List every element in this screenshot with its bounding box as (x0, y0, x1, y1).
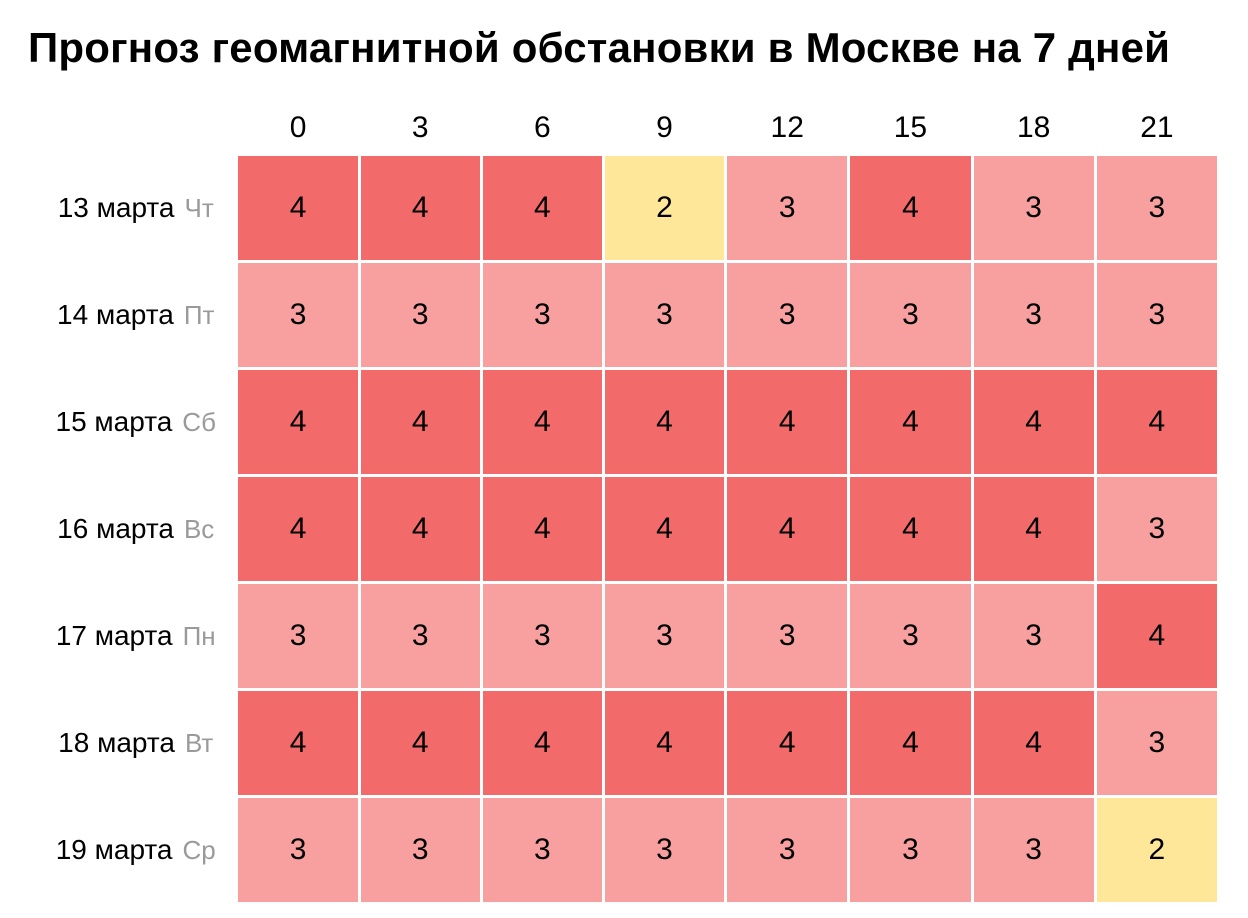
heatmap-cell: 3 (605, 263, 724, 367)
row-label: 13 марта Чт (31, 156, 235, 260)
row-day-of-week: Пн (183, 621, 216, 651)
heatmap-cell: 4 (605, 370, 724, 474)
heatmap-cell: 4 (1097, 370, 1217, 474)
row-date: 13 марта (58, 192, 175, 223)
heatmap-row: 18 мартаВт44444443 (31, 691, 1217, 795)
heatmap-cell: 4 (361, 156, 480, 260)
heatmap-cell: 3 (974, 156, 1094, 260)
hour-head: 6 (483, 103, 602, 153)
heatmap-cell: 3 (1097, 477, 1217, 581)
heatmap-cell: 4 (605, 691, 724, 795)
hour-head: 18 (974, 103, 1094, 153)
heatmap-cell: 4 (361, 370, 480, 474)
heatmap-cell: 4 (361, 691, 480, 795)
row-label: 17 марта Пн (31, 584, 235, 688)
heatmap-cell: 4 (727, 477, 847, 581)
row-label: 18 марта Вт (31, 691, 235, 795)
heatmap-cell: 3 (238, 263, 357, 367)
heatmap-cell: 3 (850, 263, 970, 367)
heatmap-cell: 3 (727, 798, 847, 902)
heatmap-cell: 3 (605, 584, 724, 688)
hour-head: 0 (238, 103, 357, 153)
heatmap-cell: 3 (974, 584, 1094, 688)
hours-header-row: 0 3 6 9 12 15 18 21 (31, 103, 1217, 153)
heatmap-cell: 4 (850, 156, 970, 260)
heatmap-cell: 2 (605, 156, 724, 260)
heatmap-cell: 3 (361, 263, 480, 367)
heatmap-cell: 3 (605, 798, 724, 902)
row-label: 15 марта Сб (31, 370, 235, 474)
heatmap-cell: 4 (483, 370, 602, 474)
hour-head: 15 (850, 103, 970, 153)
heatmap-cell: 3 (850, 798, 970, 902)
heatmap-cell: 4 (974, 691, 1094, 795)
heatmap-cell: 4 (238, 691, 357, 795)
heatmap-row: 14 мартаПт33333333 (31, 263, 1217, 367)
heatmap-cell: 4 (605, 477, 724, 581)
row-date: 16 марта (57, 513, 174, 544)
heatmap-cell: 4 (483, 477, 602, 581)
heatmap-cell: 4 (483, 691, 602, 795)
row-date: 19 марта (56, 834, 173, 865)
row-day-of-week: Чт (185, 193, 214, 223)
heatmap-cell: 3 (483, 263, 602, 367)
row-date: 18 марта (58, 727, 175, 758)
heatmap-cell: 4 (727, 370, 847, 474)
row-label: 16 марта Вс (31, 477, 235, 581)
heatmap-row: 13 мартаЧт44423433 (31, 156, 1217, 260)
heatmap-cell: 4 (850, 370, 970, 474)
heatmap-cell: 3 (1097, 263, 1217, 367)
hour-head: 21 (1097, 103, 1217, 153)
hour-head: 9 (605, 103, 724, 153)
row-day-of-week: Вт (185, 728, 213, 758)
heatmap-cell: 3 (974, 263, 1094, 367)
heatmap-cell: 3 (238, 798, 357, 902)
heatmap-cell: 2 (1097, 798, 1217, 902)
row-day-of-week: Вс (184, 514, 214, 544)
heatmap-cell: 3 (727, 263, 847, 367)
geomagnetic-heatmap: 0 3 6 9 12 15 18 21 13 мартаЧт4442343314… (28, 100, 1220, 905)
heatmap-cell: 4 (1097, 584, 1217, 688)
heatmap-cell: 3 (727, 584, 847, 688)
heatmap-cell: 4 (238, 477, 357, 581)
heatmap-cell: 3 (1097, 691, 1217, 795)
heatmap-row: 19 мартаСр33333332 (31, 798, 1217, 902)
row-day-of-week: Сб (182, 407, 216, 437)
heatmap-cell: 3 (483, 798, 602, 902)
heatmap-cell: 4 (974, 370, 1094, 474)
heatmap-cell: 3 (238, 584, 357, 688)
row-date: 14 марта (57, 299, 174, 330)
heatmap-cell: 4 (238, 156, 357, 260)
heatmap-body: 13 мартаЧт4442343314 мартаПт3333333315 м… (31, 156, 1217, 902)
row-date: 17 марта (56, 620, 173, 651)
heatmap-cell: 4 (483, 156, 602, 260)
heatmap-cell: 4 (361, 477, 480, 581)
row-day-of-week: Пт (184, 300, 215, 330)
heatmap-row: 15 мартаСб44444444 (31, 370, 1217, 474)
row-label: 14 марта Пт (31, 263, 235, 367)
row-label: 19 марта Ср (31, 798, 235, 902)
heatmap-row: 17 мартаПн33333334 (31, 584, 1217, 688)
page-title: Прогноз геомагнитной обстановки в Москве… (28, 24, 1220, 72)
hour-head: 12 (727, 103, 847, 153)
heatmap-cell: 3 (361, 584, 480, 688)
heatmap-cell: 3 (1097, 156, 1217, 260)
heatmap-cell: 4 (850, 691, 970, 795)
heatmap-row: 16 мартаВс44444443 (31, 477, 1217, 581)
heatmap-cell: 3 (850, 584, 970, 688)
hour-head: 3 (361, 103, 480, 153)
heatmap-cell: 3 (974, 798, 1094, 902)
row-date: 15 марта (56, 406, 173, 437)
heatmap-cell: 4 (238, 370, 357, 474)
header-spacer (31, 103, 235, 153)
heatmap-cell: 4 (974, 477, 1094, 581)
heatmap-cell: 4 (850, 477, 970, 581)
heatmap-cell: 3 (361, 798, 480, 902)
row-day-of-week: Ср (183, 835, 216, 865)
heatmap-cell: 3 (483, 584, 602, 688)
heatmap-cell: 3 (727, 156, 847, 260)
heatmap-cell: 4 (727, 691, 847, 795)
